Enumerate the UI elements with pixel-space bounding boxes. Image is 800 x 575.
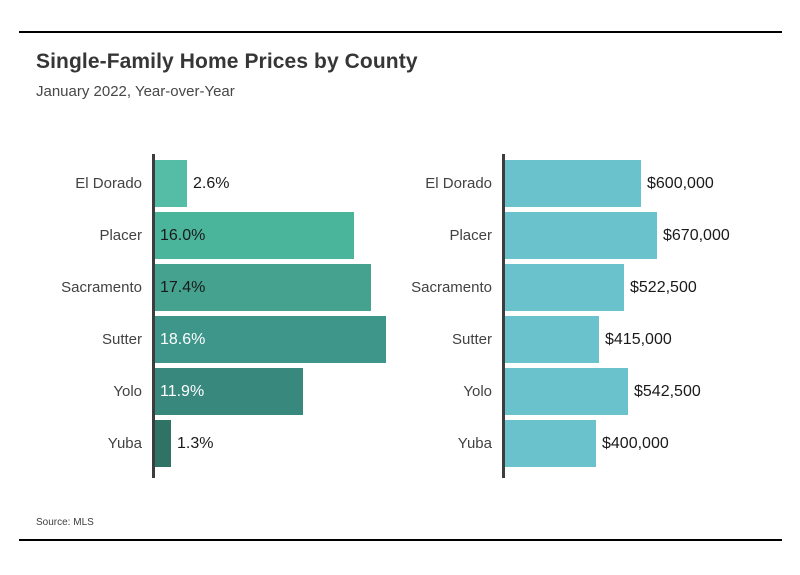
category-label: Sacramento [411, 279, 492, 296]
bottom-rule [19, 539, 782, 541]
bar-row: $600,000 [505, 160, 714, 207]
category-label: Placer [449, 227, 492, 244]
bar-row: $670,000 [505, 212, 730, 259]
value-label: 11.9% [160, 382, 205, 400]
bar-row: $542,500 [505, 368, 701, 415]
value-label: $600,000 [647, 174, 714, 192]
bar-row: $400,000 [505, 420, 669, 467]
category-label: Sutter [451, 331, 492, 348]
top-rule [19, 31, 782, 33]
value-label: 17.4% [160, 278, 206, 296]
value-label: 1.3% [177, 434, 214, 452]
bar-row: 18.6% [155, 316, 386, 363]
value-label: 16.0% [160, 226, 206, 244]
category-label: Yolo [463, 383, 492, 400]
bar-row: 11.9% [155, 368, 386, 415]
bar-row: $522,500 [505, 264, 697, 311]
bar: $400,000 [505, 420, 669, 467]
page-subtitle: January 2022, Year-over-Year [36, 83, 235, 100]
category-label: El Dorado [75, 175, 142, 192]
source-note: Source: MLS [36, 517, 94, 528]
bar: 11.9% [155, 368, 303, 415]
category-label: Sutter [101, 331, 142, 348]
price-chart-plot-area: $600,000 $670,000 $522,500 $415,000 $542,500… [502, 154, 730, 478]
value-label: 18.6% [160, 330, 206, 348]
category-label: Yolo [113, 383, 142, 400]
value-label: $522,500 [630, 278, 697, 296]
median-price-chart: El Dorado Placer Sacramento Sutter Yolo Yuba … [406, 154, 730, 478]
value-label: 2.6% [193, 174, 230, 192]
bar: $415,000 [505, 316, 672, 363]
bar: 1.3% [155, 420, 213, 467]
value-label: $542,500 [634, 382, 701, 400]
bar: $522,500 [505, 264, 697, 311]
percent-change-chart: El Dorado Placer Sacramento Sutter Yolo Yuba … [56, 154, 386, 478]
value-label: $670,000 [663, 226, 730, 244]
bar-row: 16.0% [155, 212, 386, 259]
bar: 16.0% [155, 212, 354, 259]
price-chart-category-labels: El Dorado Placer Sacramento Sutter Yolo Yuba [406, 154, 492, 467]
category-label: Yuba [457, 435, 492, 452]
bar: 2.6% [155, 160, 229, 207]
category-label: Sacramento [61, 279, 142, 296]
category-label: El Dorado [425, 175, 492, 192]
bar-row: 2.6% [155, 160, 386, 207]
bar: 18.6% [155, 316, 386, 363]
bar: $670,000 [505, 212, 730, 259]
value-label: $415,000 [605, 330, 672, 348]
percent-chart-category-labels: El Dorado Placer Sacramento Sutter Yolo Yuba [56, 154, 142, 467]
bar: $600,000 [505, 160, 714, 207]
category-label: Placer [99, 227, 142, 244]
page-title: Single-Family Home Prices by County [36, 50, 418, 73]
bar-row: 17.4% [155, 264, 386, 311]
value-label: $400,000 [602, 434, 669, 452]
category-label: Yuba [107, 435, 142, 452]
bar: $542,500 [505, 368, 701, 415]
bar-row: 1.3% [155, 420, 386, 467]
bar: 17.4% [155, 264, 371, 311]
bar-row: $415,000 [505, 316, 672, 363]
percent-chart-plot-area: 2.6% 16.0% 17.4% 18.6% 11.9% 1.3% [152, 154, 386, 478]
